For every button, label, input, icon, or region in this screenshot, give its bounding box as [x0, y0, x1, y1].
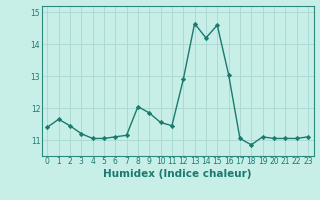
X-axis label: Humidex (Indice chaleur): Humidex (Indice chaleur) [103, 169, 252, 179]
